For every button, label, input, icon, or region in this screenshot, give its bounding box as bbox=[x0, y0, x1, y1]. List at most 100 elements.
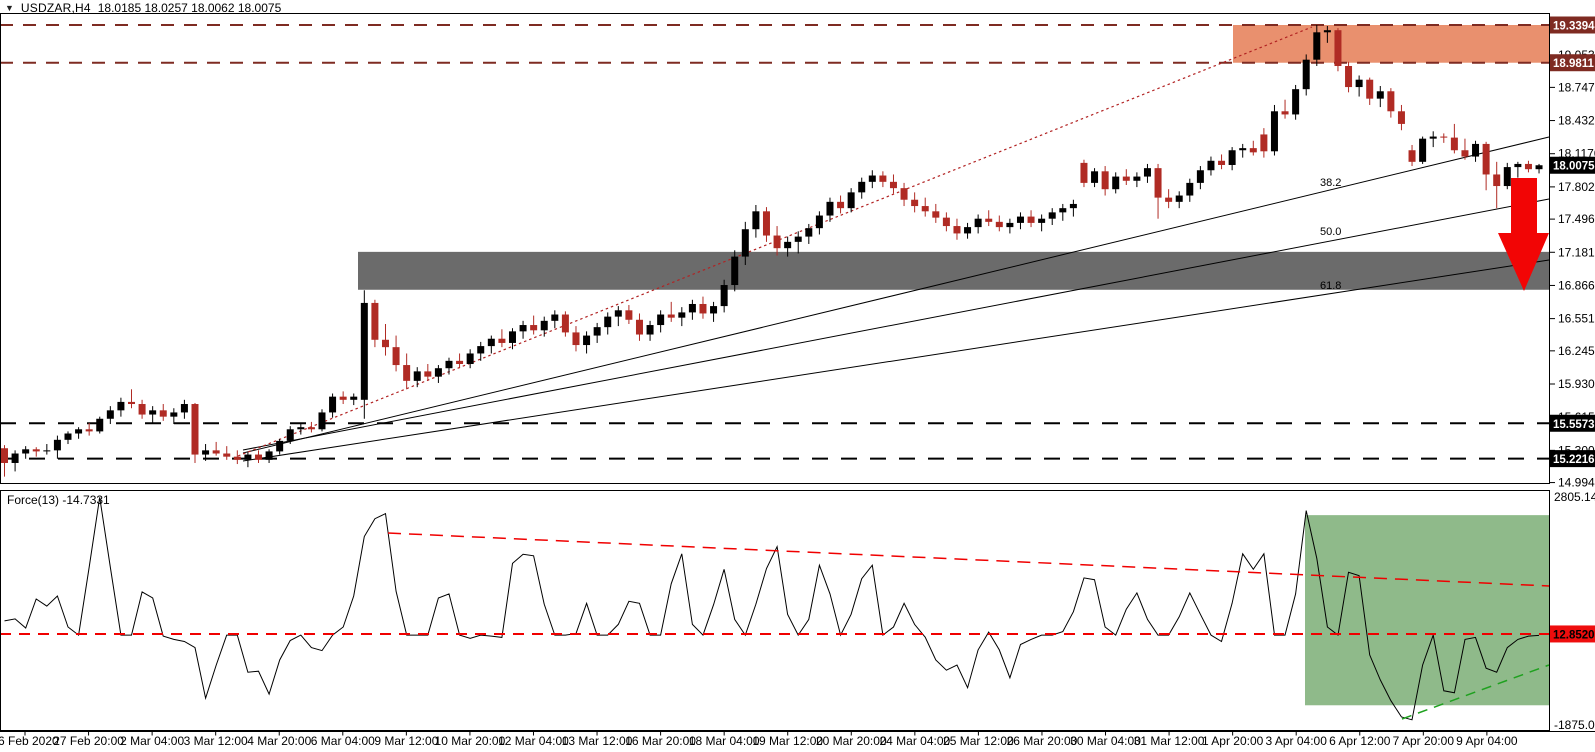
candle bbox=[180, 404, 188, 413]
candle bbox=[233, 456, 241, 460]
candle bbox=[1027, 216, 1035, 223]
fib-fan-line[interactable] bbox=[242, 136, 1550, 454]
fib-fan-line[interactable] bbox=[242, 259, 1550, 462]
candle bbox=[572, 332, 580, 346]
date-tick-label: 24 Mar 04:00 bbox=[879, 734, 950, 748]
candle bbox=[276, 440, 284, 452]
force-bearish-divergence-line[interactable] bbox=[387, 532, 1550, 587]
indicator-pane[interactable] bbox=[0, 490, 1550, 731]
candle bbox=[731, 256, 739, 286]
symbol-timeframe-label: USDZAR,H4 bbox=[20, 1, 91, 15]
price-badge-label: 18.9811 bbox=[1553, 58, 1595, 70]
candle bbox=[487, 338, 495, 347]
force-bullish-trendline[interactable] bbox=[1401, 664, 1550, 720]
candle bbox=[1429, 136, 1437, 139]
candle bbox=[477, 346, 485, 354]
candle bbox=[635, 319, 643, 335]
date-tick-label: 9 Apr 04:00 bbox=[1456, 734, 1518, 748]
candle bbox=[773, 235, 781, 249]
candle bbox=[434, 368, 442, 377]
candle bbox=[1493, 174, 1501, 187]
candle bbox=[1196, 170, 1204, 183]
main-chart-pane[interactable] bbox=[0, 13, 1550, 484]
candle bbox=[1154, 168, 1162, 198]
candle bbox=[911, 199, 919, 207]
candle bbox=[96, 418, 104, 432]
candle bbox=[350, 396, 358, 400]
candle bbox=[170, 412, 178, 417]
candle bbox=[646, 325, 654, 335]
candle bbox=[1186, 182, 1194, 196]
candle bbox=[1249, 148, 1257, 153]
candle bbox=[1122, 176, 1130, 181]
candle bbox=[1450, 137, 1458, 151]
candle bbox=[720, 285, 728, 307]
fib-fan-label: 50.0 bbox=[1320, 226, 1341, 238]
sell-signal-arrow-icon[interactable] bbox=[1498, 178, 1549, 291]
candle bbox=[964, 227, 972, 234]
candle bbox=[1472, 143, 1480, 157]
price-tick-label: 17.8020 bbox=[1558, 180, 1595, 194]
candle bbox=[1376, 91, 1384, 99]
candle bbox=[202, 450, 210, 455]
candle bbox=[1165, 197, 1173, 202]
candle bbox=[847, 192, 855, 209]
date-tick-label: 27 Feb 20:00 bbox=[53, 734, 124, 748]
candle bbox=[815, 215, 823, 229]
ohlc-quote-label: 18.0185 18.0257 18.0062 18.0075 bbox=[97, 1, 282, 15]
fib-fan-line[interactable] bbox=[242, 198, 1550, 451]
candle bbox=[1260, 134, 1268, 152]
price-tick-label: 17.4960 bbox=[1558, 212, 1595, 226]
candle bbox=[583, 335, 591, 346]
candle bbox=[1133, 176, 1141, 181]
chart-title: ▼ USDZAR,H4 18.0185 18.0257 18.0062 18.0… bbox=[5, 1, 281, 15]
date-tick-label: 16 Mar 20:00 bbox=[625, 734, 696, 748]
candle bbox=[117, 401, 125, 411]
fib-fan-label: 61.8 bbox=[1320, 280, 1341, 292]
candle bbox=[1535, 165, 1543, 170]
candle bbox=[1048, 212, 1056, 219]
candle bbox=[265, 451, 273, 460]
force-badge-label: 12.8520 bbox=[1553, 629, 1595, 641]
candle bbox=[138, 404, 146, 415]
price-badge-label: 18.0075 bbox=[1553, 161, 1595, 173]
candle bbox=[498, 338, 506, 343]
candle bbox=[741, 229, 749, 257]
candle bbox=[985, 218, 993, 222]
date-tick-label: 4 Mar 20:00 bbox=[247, 734, 311, 748]
candle bbox=[805, 228, 813, 237]
candle bbox=[1345, 66, 1353, 88]
candle bbox=[392, 347, 400, 366]
candle bbox=[667, 314, 675, 318]
symbol-dropdown-icon[interactable]: ▼ bbox=[5, 3, 14, 13]
candle bbox=[1270, 111, 1278, 152]
candle bbox=[1, 448, 8, 463]
force-level-badge bbox=[1550, 625, 1595, 643]
candle bbox=[149, 410, 157, 415]
candle bbox=[1313, 32, 1321, 60]
candle bbox=[318, 412, 326, 430]
candle bbox=[339, 396, 347, 400]
date-tick-label: 18 Mar 04:00 bbox=[689, 734, 760, 748]
candle bbox=[64, 433, 72, 440]
price-tick-label: 16.5510 bbox=[1558, 312, 1595, 326]
candle bbox=[43, 450, 51, 452]
candle bbox=[223, 453, 231, 457]
candle bbox=[879, 175, 887, 182]
candle bbox=[1292, 89, 1300, 115]
candle bbox=[1408, 150, 1416, 162]
date-tick-label: 2 Mar 04:00 bbox=[120, 734, 184, 748]
price-tick-label: 18.4320 bbox=[1558, 114, 1595, 128]
candle bbox=[1323, 30, 1331, 33]
date-tick-label: 31 Mar 12:00 bbox=[1134, 734, 1205, 748]
candle bbox=[297, 427, 305, 430]
candle bbox=[1038, 218, 1046, 223]
candle bbox=[900, 188, 908, 200]
candle bbox=[1503, 167, 1511, 187]
price-badge-label: 19.3394 bbox=[1553, 21, 1595, 33]
price-tick-label: 16.8660 bbox=[1558, 278, 1595, 292]
candle bbox=[159, 410, 167, 417]
candle bbox=[1461, 150, 1469, 157]
candle bbox=[53, 439, 61, 451]
